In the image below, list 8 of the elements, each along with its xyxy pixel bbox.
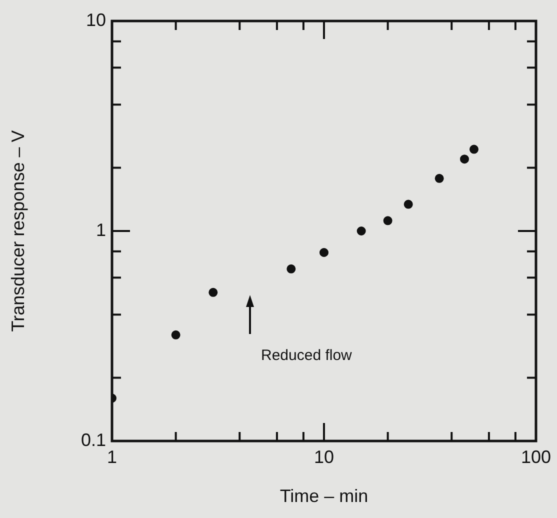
y-tick-label: 0.1 bbox=[80, 430, 106, 450]
x-axis-title: Time – min bbox=[280, 486, 368, 506]
x-tick-label: 100 bbox=[520, 446, 552, 467]
annotation: Reduced flow bbox=[261, 347, 352, 364]
x-tick-label: 10 bbox=[314, 446, 334, 467]
y-tick-label: 1 bbox=[96, 220, 106, 240]
y-axis-title: Transducer response – V bbox=[8, 130, 28, 332]
y-tick-label: 10 bbox=[86, 10, 106, 30]
